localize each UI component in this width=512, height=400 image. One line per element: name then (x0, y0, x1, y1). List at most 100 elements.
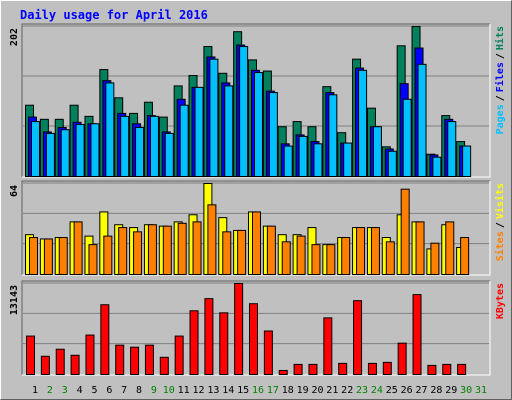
bar (174, 335, 184, 375)
x-tick-label: 31 (475, 385, 487, 396)
x-tick-label: 27 (416, 385, 428, 396)
legend-separator: / (495, 95, 506, 101)
bar (372, 126, 382, 178)
bar (447, 121, 457, 178)
x-tick-label: 7 (121, 385, 127, 396)
bar (164, 132, 174, 177)
bar (88, 244, 98, 275)
bar (40, 355, 50, 376)
bar (266, 225, 276, 275)
bar (341, 237, 351, 275)
x-tick-label: 12 (193, 385, 205, 396)
x-tick-label: 21 (326, 385, 338, 396)
bar (298, 135, 308, 177)
bar (130, 346, 140, 376)
bar (427, 364, 437, 375)
bar (194, 86, 204, 177)
y-tick-label: 202 (9, 28, 20, 46)
bar (358, 69, 368, 177)
bar (189, 310, 199, 375)
bar (207, 204, 217, 275)
x-tick-label: 26 (401, 385, 413, 396)
x-tick-label: 20 (311, 385, 323, 396)
bar (120, 115, 130, 177)
bar (249, 303, 258, 375)
bar (90, 123, 100, 177)
bar (115, 344, 125, 376)
x-tick-label: 23 (356, 385, 368, 396)
bar (177, 222, 187, 275)
bar (239, 46, 249, 178)
x-tick-label: 30 (460, 385, 472, 396)
bar (60, 129, 70, 177)
legend-separator: / (495, 53, 506, 59)
bar (387, 150, 397, 177)
bar (73, 221, 83, 275)
bar (192, 221, 202, 275)
bar (308, 363, 318, 376)
bar (430, 242, 440, 275)
bar (296, 235, 306, 275)
x-tick-label: 22 (341, 385, 353, 396)
bar (412, 294, 422, 376)
bar (460, 237, 470, 275)
x-tick-label: 25 (386, 385, 398, 396)
bar (343, 142, 353, 177)
bar (144, 344, 154, 376)
bar (442, 363, 452, 376)
bar (415, 221, 425, 275)
x-tick-label: 13 (207, 385, 219, 396)
bar (283, 145, 293, 178)
legend-entry: Files (494, 62, 506, 92)
bar (135, 126, 145, 177)
y-tick-label: 64 (9, 185, 20, 197)
legend: KBytes (495, 283, 506, 319)
bar (397, 342, 407, 376)
x-tick-label: 8 (136, 385, 142, 396)
bar (103, 235, 113, 275)
legend-entry: Visits (494, 183, 506, 219)
x-tick-label: 4 (77, 385, 83, 396)
x-tick-label: 17 (267, 385, 279, 396)
bar (43, 238, 53, 275)
bar (293, 363, 303, 376)
panel-bevel (21, 180, 490, 275)
x-tick-label: 3 (62, 385, 68, 396)
bar (209, 58, 219, 177)
bar (58, 237, 68, 275)
bar (445, 221, 455, 275)
legend: Sites / Visits (494, 183, 506, 261)
x-tick-label: 5 (91, 385, 97, 396)
bar (323, 317, 333, 376)
bar (26, 335, 35, 375)
bar (70, 354, 80, 375)
bar (237, 229, 247, 275)
bar (224, 85, 234, 177)
x-tick-label: 18 (282, 385, 294, 396)
legend-entry: KBytes (495, 283, 506, 319)
bar (85, 334, 95, 376)
bar (382, 361, 392, 376)
bar (162, 225, 172, 275)
x-tick-label: 28 (430, 385, 442, 396)
bar (105, 82, 115, 177)
x-tick-label: 11 (178, 385, 190, 396)
x-tick-label: 2 (47, 385, 53, 396)
chart-title: Daily usage for April 2016 (20, 8, 208, 22)
x-tick-label: 24 (371, 385, 383, 396)
x-tick-label: 16 (252, 385, 264, 396)
panel-bevel (22, 281, 491, 376)
bar (367, 362, 377, 375)
x-tick-label: 15 (237, 385, 249, 396)
bar (179, 104, 189, 177)
bar (311, 244, 321, 275)
bar (338, 362, 348, 375)
bar (356, 227, 366, 275)
bar (370, 227, 380, 275)
bar (45, 132, 55, 177)
bar (55, 348, 65, 376)
bar (385, 241, 395, 275)
bar (252, 211, 261, 275)
